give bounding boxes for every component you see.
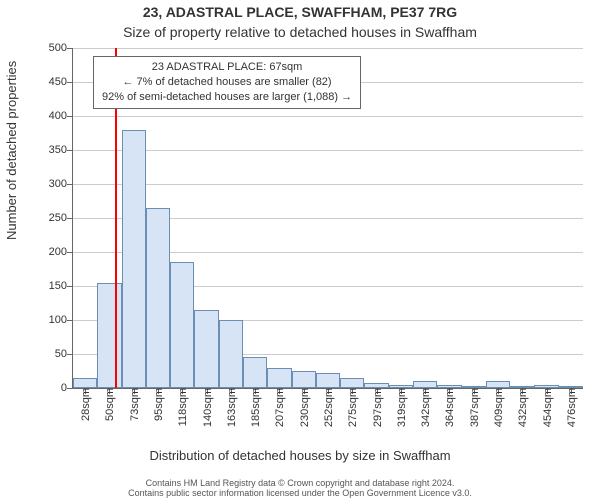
histogram-bar (170, 262, 194, 388)
gridline (73, 116, 583, 117)
histogram-bar (219, 320, 243, 388)
x-tick-label: 28sqm (78, 388, 92, 421)
gridline (73, 150, 583, 151)
x-tick-label: 476sqm (564, 388, 578, 427)
x-tick-label: 454sqm (540, 388, 554, 427)
histogram-bar (194, 310, 218, 388)
info-box-line2: ← 7% of detached houses are smaller (82) (102, 75, 352, 90)
y-tick-label: 350 (49, 144, 73, 156)
x-tick-label: 387sqm (467, 388, 481, 427)
gridline (73, 184, 583, 185)
info-box: 23 ADASTRAL PLACE: 67sqm← 7% of detached… (93, 56, 361, 109)
histogram-bar (267, 368, 291, 388)
histogram-bar (413, 381, 437, 388)
histogram-bar (97, 283, 121, 388)
histogram-bar (486, 381, 510, 388)
footer-line2: Contains public sector information licen… (128, 488, 472, 498)
y-tick-label: 250 (49, 212, 73, 224)
y-tick-label: 0 (61, 382, 73, 394)
histogram-plot: 05010015020025030035040045050028sqm50sqm… (72, 48, 583, 389)
x-tick-label: 50sqm (102, 388, 116, 421)
histogram-bar (292, 371, 316, 388)
histogram-bar (340, 378, 364, 388)
info-box-line1: 23 ADASTRAL PLACE: 67sqm (102, 60, 352, 75)
y-tick-label: 500 (49, 42, 73, 54)
x-axis-caption: Distribution of detached houses by size … (0, 448, 600, 463)
x-tick-label: 275sqm (345, 388, 359, 427)
y-tick-label: 200 (49, 246, 73, 258)
x-tick-label: 432sqm (515, 388, 529, 427)
y-tick-label: 300 (49, 178, 73, 190)
x-tick-label: 163sqm (224, 388, 238, 427)
chart-title-subtitle: Size of property relative to detached ho… (0, 24, 600, 40)
histogram-bar (243, 357, 267, 388)
y-tick-label: 400 (49, 110, 73, 122)
y-tick-label: 150 (49, 280, 73, 292)
x-tick-label: 185sqm (248, 388, 262, 427)
x-tick-label: 207sqm (272, 388, 286, 427)
x-tick-label: 319sqm (394, 388, 408, 427)
histogram-bar (73, 378, 97, 388)
x-tick-label: 230sqm (297, 388, 311, 427)
x-tick-label: 95sqm (151, 388, 165, 421)
info-box-line3: 92% of semi-detached houses are larger (… (102, 90, 352, 105)
histogram-bar (316, 373, 340, 388)
histogram-bar (122, 130, 146, 388)
y-tick-label: 100 (49, 314, 73, 326)
x-tick-label: 409sqm (491, 388, 505, 427)
y-axis-label: Number of detached properties (4, 61, 19, 240)
y-tick-label: 50 (55, 348, 73, 360)
histogram-bar (146, 208, 170, 388)
footer-attribution: Contains HM Land Registry data © Crown c… (0, 478, 600, 498)
x-tick-label: 252sqm (321, 388, 335, 427)
chart-title-address: 23, ADASTRAL PLACE, SWAFFHAM, PE37 7RG (0, 4, 600, 20)
footer-line1: Contains HM Land Registry data © Crown c… (146, 478, 455, 488)
x-tick-label: 342sqm (418, 388, 432, 427)
x-tick-label: 297sqm (370, 388, 384, 427)
y-tick-label: 450 (49, 76, 73, 88)
x-tick-label: 140sqm (200, 388, 214, 427)
x-tick-label: 118sqm (175, 388, 189, 426)
gridline (73, 48, 583, 49)
x-tick-label: 364sqm (442, 388, 456, 427)
x-tick-label: 73sqm (127, 388, 141, 421)
